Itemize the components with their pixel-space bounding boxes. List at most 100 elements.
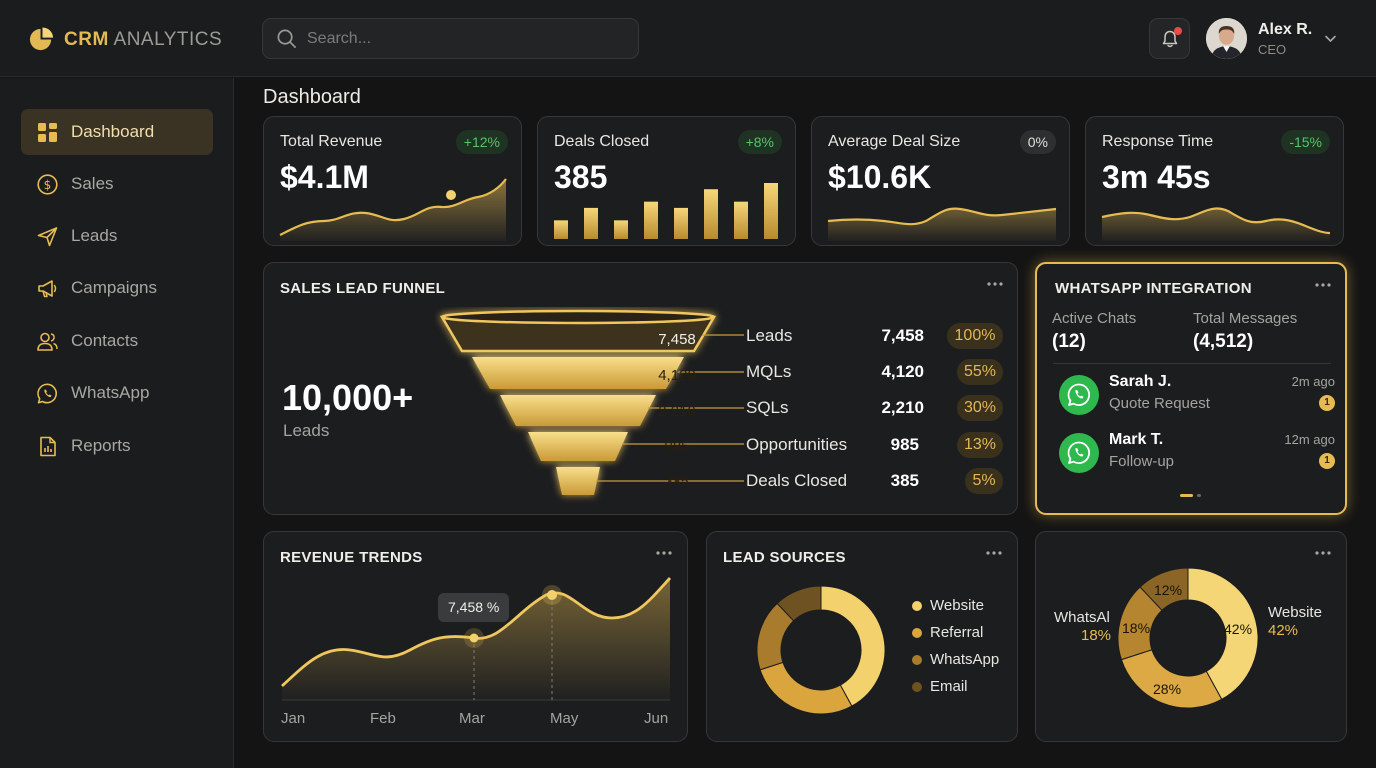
- donut-slice[interactable]: [1120, 649, 1223, 709]
- active-chats-value: (12): [1052, 331, 1086, 352]
- funnel-stage-name: Deals Closed: [746, 471, 848, 490]
- x-tick-label: May: [550, 710, 579, 727]
- lead-sources-card: LEAD SOURCES Website Referral WhatsApp E…: [706, 531, 1018, 742]
- total-messages-label: Total Messages: [1193, 310, 1298, 327]
- more-options-icon[interactable]: [1314, 280, 1332, 290]
- funnel-stage-count: 4,120: [881, 362, 924, 381]
- sidebar-item-campaigns[interactable]: Campaigns: [21, 265, 213, 311]
- chevron-down-icon[interactable]: [1323, 31, 1338, 46]
- legend-label: Website: [930, 597, 984, 614]
- legend-item: WhatsApp: [912, 651, 999, 668]
- chart-tooltip: 7,458 %: [438, 593, 510, 622]
- sidebar-item-whatsapp[interactable]: WhatsApp: [21, 370, 213, 416]
- whatsapp-icon: [1059, 375, 1099, 415]
- sidebar-item-label: Reports: [71, 436, 131, 455]
- deal-size-sparkline: [827, 207, 1057, 241]
- funnel-stage-percent: 100%: [947, 323, 1003, 349]
- deals-bar[interactable]: [554, 220, 568, 239]
- kpi-change-badge: -15%: [1281, 130, 1330, 154]
- deals-bar-chart: [554, 183, 778, 239]
- funnel-stage-count: 985: [890, 435, 919, 454]
- sales-funnel-card: SALES LEAD FUNNEL 10,000+ Leads: [263, 262, 1018, 515]
- donut-slice[interactable]: [820, 585, 886, 707]
- sidebar-item-contacts[interactable]: Contacts: [21, 318, 213, 364]
- donut-slice[interactable]: [1139, 567, 1189, 612]
- deals-bar[interactable]: [734, 201, 748, 239]
- funnel-stage-count: 385: [890, 471, 919, 490]
- sidebar-item-label: Contacts: [71, 331, 139, 350]
- more-options-icon[interactable]: [655, 548, 673, 558]
- funnel-stage-4[interactable]: [528, 432, 628, 461]
- notifications-button[interactable]: [1149, 18, 1190, 59]
- sidebar-item-label: Sales: [71, 174, 114, 193]
- search-box[interactable]: [262, 18, 639, 59]
- deals-bar[interactable]: [704, 189, 718, 239]
- deals-bar[interactable]: [614, 220, 628, 239]
- send-icon: [37, 226, 58, 246]
- more-options-icon[interactable]: [1314, 548, 1332, 558]
- bell-icon: [1162, 30, 1177, 47]
- sidebar-item-reports[interactable]: Reports: [21, 423, 213, 469]
- funnel-stage-percent: 13%: [957, 432, 1003, 458]
- legend-label: Email: [930, 678, 968, 695]
- legend-label: Referral: [930, 624, 984, 641]
- sidebar-item-leads[interactable]: Leads: [21, 213, 213, 259]
- kpi-card-total-revenue[interactable]: Total Revenue $4.1M +12%: [263, 116, 522, 246]
- user-role: CEO: [1258, 41, 1287, 57]
- donut-slice[interactable]: [776, 585, 822, 622]
- chat-item-sarah[interactable]: Sarah J. Quote Request 2m ago 1: [1059, 372, 1335, 418]
- chat-preview: Quote Request: [1109, 395, 1210, 412]
- pager-dot-active[interactable]: [1180, 494, 1193, 497]
- more-options-icon[interactable]: [985, 548, 1003, 558]
- lead-sources-donut: [756, 585, 886, 715]
- funnel-stage-5[interactable]: [556, 467, 600, 495]
- logo[interactable]: CRM ANALYTICS: [28, 26, 222, 53]
- divider: [1053, 363, 1331, 364]
- sidebar-item-sales[interactable]: $ Sales: [21, 161, 213, 207]
- kpi-card-average-deal-size[interactable]: Average Deal Size $10.6K 0%: [811, 116, 1070, 246]
- active-chats-label: Active Chats: [1052, 310, 1137, 327]
- kpi-card-deals-closed[interactable]: Deals Closed 385 +8%: [537, 116, 796, 246]
- funnel-total-label: Leads: [283, 421, 330, 440]
- svg-text:$: $: [44, 178, 52, 192]
- outer-label: WhatsAl: [1054, 609, 1110, 626]
- outer-percent: 42%: [1268, 622, 1299, 639]
- more-options-icon[interactable]: [986, 279, 1004, 289]
- kpi-value: 385: [554, 159, 608, 195]
- deals-bar[interactable]: [764, 183, 778, 239]
- sidebar-item-label: Campaigns: [71, 278, 157, 297]
- kpi-label: Average Deal Size: [828, 133, 961, 150]
- pager-dot[interactable]: [1197, 494, 1201, 497]
- legend-dot: [912, 654, 922, 665]
- funnel-stage-percent: 55%: [957, 359, 1003, 385]
- donut-slice[interactable]: [1187, 567, 1259, 701]
- card-title: WHATSAPP INTEGRATION: [1055, 280, 1252, 297]
- response-sparkline: [1101, 207, 1331, 241]
- deals-bar[interactable]: [644, 201, 658, 239]
- top-header: CRM ANALYTICS Alex R. CE: [0, 0, 1376, 77]
- deals-bar[interactable]: [674, 207, 688, 239]
- funnel-stage-name: MQLs: [746, 362, 792, 381]
- avatar-person-icon: [1206, 18, 1247, 59]
- kpi-card-response-time[interactable]: Response Time 3m 45s -15%: [1085, 116, 1344, 246]
- sidebar-item-dashboard[interactable]: Dashboard: [21, 109, 213, 155]
- data-point[interactable]: [547, 590, 557, 600]
- logo-text: CRM ANALYTICS: [64, 29, 222, 51]
- donut-slice[interactable]: [759, 661, 853, 715]
- user-menu[interactable]: Alex R. CEO: [1206, 18, 1312, 59]
- deals-bar[interactable]: [584, 207, 598, 239]
- funnel-stage-2[interactable]: [472, 357, 684, 389]
- search-input[interactable]: [307, 29, 607, 48]
- slice-label: 42%: [1224, 621, 1253, 637]
- funnel-stage-value: 985: [664, 438, 690, 455]
- notification-dot: [1174, 27, 1182, 35]
- sidebar-item-label: Leads: [71, 226, 118, 245]
- sidebar: Dashboard $ Sales Leads Campaigns Contac…: [0, 78, 234, 768]
- funnel-stage-3[interactable]: [500, 395, 656, 426]
- grid-icon: [38, 122, 57, 142]
- data-point[interactable]: [469, 633, 479, 643]
- outer-label: Website: [1268, 604, 1322, 621]
- logo-light: ANALYTICS: [113, 28, 223, 50]
- chat-item-mark[interactable]: Mark T. Follow-up 12m ago 1: [1059, 430, 1335, 476]
- avatar[interactable]: [1206, 18, 1247, 59]
